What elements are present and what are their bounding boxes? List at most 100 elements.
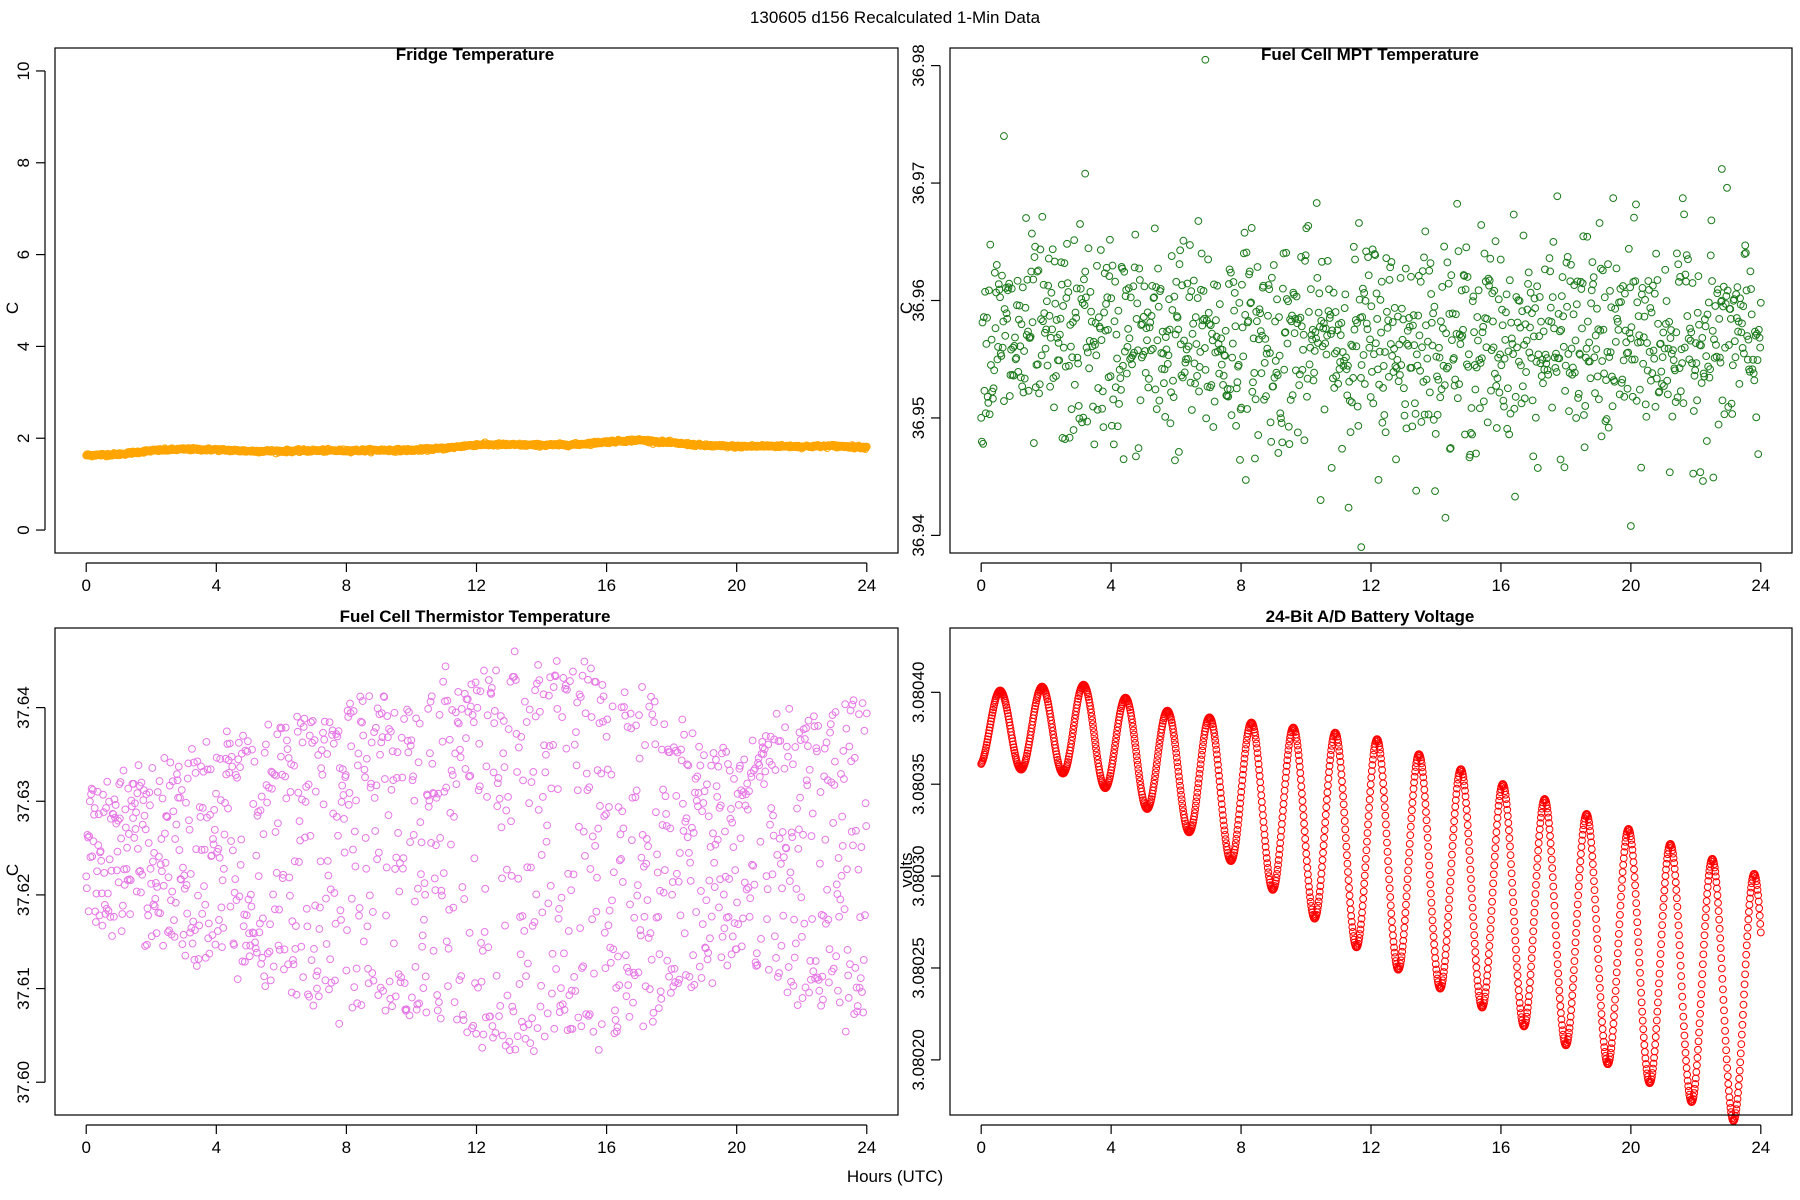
data-point — [1449, 833, 1457, 842]
data-point — [695, 742, 704, 751]
data-point — [1511, 392, 1520, 401]
data-point — [417, 838, 426, 847]
data-point — [288, 917, 297, 926]
data-point — [1020, 347, 1028, 355]
data-point — [825, 945, 834, 954]
data-point — [323, 750, 332, 758]
data-point — [1511, 492, 1519, 501]
data-point — [1436, 393, 1445, 402]
data-point — [1546, 303, 1555, 312]
data-points — [977, 55, 1765, 552]
data-point — [286, 891, 294, 900]
data-point — [542, 837, 551, 846]
data-point — [1424, 410, 1433, 419]
data-point — [540, 1032, 549, 1041]
data-point — [587, 664, 595, 673]
data-point — [1353, 402, 1362, 411]
data-point — [1344, 868, 1352, 876]
data-point — [552, 657, 561, 665]
data-point — [175, 846, 184, 854]
data-point — [1260, 358, 1269, 367]
data-point — [1593, 372, 1602, 381]
data-point — [1506, 409, 1515, 418]
data-point — [1399, 384, 1408, 393]
data-point — [653, 850, 661, 859]
data-point — [1108, 261, 1117, 270]
data-point — [1490, 852, 1499, 861]
data-point — [1392, 455, 1400, 464]
data-point — [411, 897, 419, 906]
data-point — [362, 864, 371, 873]
data-point — [217, 903, 226, 912]
data-point — [1464, 350, 1473, 359]
data-point — [352, 796, 360, 805]
data-point — [641, 741, 649, 749]
data-point — [1394, 377, 1403, 386]
data-point — [1708, 326, 1717, 335]
data-point — [1396, 274, 1405, 282]
data-point — [314, 992, 323, 1001]
data-point — [1186, 241, 1194, 249]
data-point — [998, 271, 1006, 280]
data-point — [1445, 895, 1454, 904]
data-point — [580, 657, 589, 666]
data-point — [837, 770, 845, 778]
data-point — [1409, 784, 1418, 793]
data-point — [147, 932, 156, 941]
plot-frame — [949, 47, 1793, 554]
data-point — [721, 827, 729, 836]
data-point — [775, 834, 784, 843]
data-point — [1513, 343, 1521, 352]
panel-title: Fuel Cell Thermistor Temperature — [340, 607, 611, 626]
data-point — [395, 887, 404, 896]
data-point — [537, 981, 545, 990]
data-point — [1641, 400, 1650, 409]
data-point — [382, 863, 391, 872]
data-point — [410, 796, 419, 805]
data-point — [1622, 338, 1631, 347]
data-point — [1444, 904, 1453, 913]
data-point — [1341, 290, 1350, 299]
data-point — [579, 827, 588, 836]
data-point — [1580, 411, 1588, 419]
data-point — [651, 808, 660, 817]
data-point — [1116, 374, 1125, 383]
data-point — [150, 902, 159, 911]
data-point — [633, 881, 642, 890]
data-point — [1045, 311, 1054, 320]
data-point — [1084, 244, 1093, 253]
data-point — [1239, 352, 1248, 361]
data-point — [1484, 950, 1493, 958]
data-point — [600, 928, 609, 937]
data-point — [1320, 405, 1329, 414]
data-point — [252, 948, 261, 957]
data-point — [839, 746, 848, 755]
data-point — [361, 834, 370, 842]
data-point — [1652, 249, 1661, 258]
data-point — [345, 789, 354, 797]
data-point — [1366, 787, 1375, 796]
data-point — [766, 820, 774, 829]
y-tick-label: 0 — [14, 525, 33, 534]
data-point — [588, 832, 597, 841]
data-point — [860, 726, 869, 735]
data-point — [364, 964, 372, 973]
x-tick-label: 8 — [342, 1138, 351, 1157]
data-point — [1074, 401, 1083, 410]
data-point — [1668, 412, 1677, 421]
data-point — [1430, 302, 1439, 311]
data-point — [458, 883, 467, 891]
data-point — [707, 912, 716, 921]
data-point — [230, 888, 239, 897]
data-point — [630, 913, 639, 922]
data-point — [1423, 824, 1431, 833]
data-point — [1305, 308, 1313, 316]
data-point — [1345, 891, 1354, 900]
data-point — [1256, 327, 1265, 336]
data-points — [82, 647, 871, 1055]
data-point — [1087, 307, 1095, 316]
data-point — [1611, 304, 1620, 313]
data-point — [838, 812, 847, 821]
data-point — [573, 786, 582, 795]
data-point — [243, 737, 252, 746]
